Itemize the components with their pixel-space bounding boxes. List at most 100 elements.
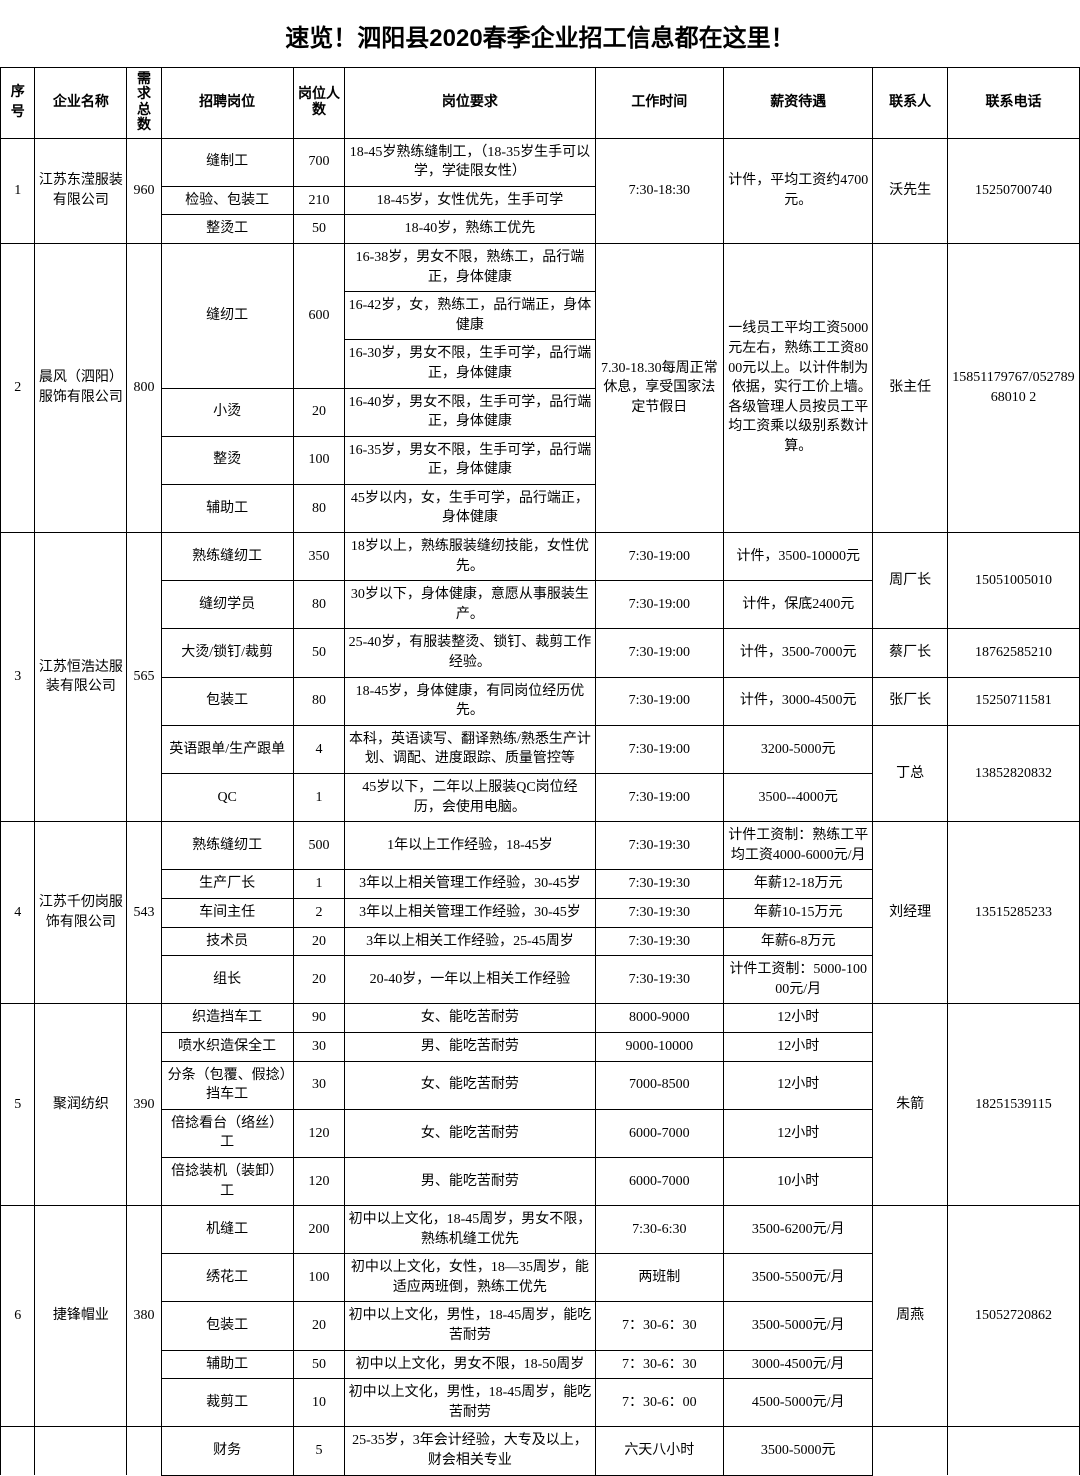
cell-requirement: 3年以上相关管理工作经验，30-45岁 xyxy=(345,898,595,927)
page-title: 速览！泗阳县2020春季企业招工信息都在这里！ xyxy=(0,0,1080,67)
header-position: 招聘岗位 xyxy=(161,68,293,139)
cell-salary: 3000-4500元/月 xyxy=(724,1350,873,1379)
cell-requirement: 女、能吃苦耐劳 xyxy=(345,1109,595,1157)
cell-position: 缝制工 xyxy=(161,138,293,186)
cell-salary: 计件，3000-4500元 xyxy=(724,677,873,725)
cell-requirement: 45岁以下，二年以上服装QC岗位经历，会使用电脑。 xyxy=(345,774,595,822)
cell-requirement: 1年以上工作经验，18-45岁 xyxy=(345,822,595,870)
cell-salary: 3500-5000元 xyxy=(724,1427,873,1475)
cell-total: 543 xyxy=(127,822,161,1004)
cell-company: 江苏恒浩达服装有限公司 xyxy=(35,533,127,822)
cell-salary: 计件，保底2400元 xyxy=(724,581,873,629)
header-company: 企业名称 xyxy=(35,68,127,139)
cell-salary: 计件工资制：5000-10000元/月 xyxy=(724,956,873,1004)
cell-salary: 12小时 xyxy=(724,1004,873,1033)
cell-count: 90 xyxy=(293,1004,345,1033)
cell-position: 辅助工 xyxy=(161,1350,293,1379)
cell-phone: 13515285233 xyxy=(947,822,1079,1004)
cell-worktime: 7:30-6:30 xyxy=(595,1206,724,1254)
cell-position: 车间主任 xyxy=(161,898,293,927)
cell-count: 600 xyxy=(293,243,345,388)
cell-salary: 4500-5000元/月 xyxy=(724,1379,873,1427)
cell-salary: 一线员工平均工资5000元左右，熟练工工资8000元以上。以计件制为依据，实行工… xyxy=(724,243,873,532)
cell-worktime: 7:30-19:00 xyxy=(595,533,724,581)
cell-contact: 朱箭 xyxy=(873,1004,948,1206)
cell-total: 380 xyxy=(127,1206,161,1427)
cell-worktime: 7:30-19:30 xyxy=(595,822,724,870)
table-row: 4江苏千仞岗服饰有限公司543熟练缝纫工5001年以上工作经验，18-45岁7:… xyxy=(1,822,1080,870)
cell-seq: 3 xyxy=(1,533,35,822)
cell-worktime: 7:30-19:00 xyxy=(595,629,724,677)
cell-phone: 18762585210 xyxy=(947,629,1079,677)
cell-phone: 15250711581 xyxy=(947,677,1079,725)
cell-count: 10 xyxy=(293,1379,345,1427)
cell-contact: 张厂长 xyxy=(873,677,948,725)
cell-count: 200 xyxy=(293,1206,345,1254)
cell-worktime: 7:30-19:30 xyxy=(595,870,724,899)
cell-requirement: 男、能吃苦耐劳 xyxy=(345,1032,595,1061)
cell-position: 喷水织造保全工 xyxy=(161,1032,293,1061)
cell-contact: 周厂长 xyxy=(873,533,948,629)
cell-worktime: 7:30-19:30 xyxy=(595,898,724,927)
table-row: 英语跟单/生产跟单4本科，英语读写、翻译熟练/熟悉生产计划、调配、进度跟踪、质量… xyxy=(1,725,1080,773)
cell-count: 80 xyxy=(293,484,345,532)
recruitment-table: 序号 企业名称 需求总数 招聘岗位 岗位人数 岗位要求 工作时间 薪资待遇 联系… xyxy=(0,67,1080,1476)
cell-requirement: 18-45岁，身体健康，有同岗位经历优先。 xyxy=(345,677,595,725)
cell-worktime: 9000-10000 xyxy=(595,1032,724,1061)
cell-position: 小烫 xyxy=(161,388,293,436)
cell-count: 1 xyxy=(293,870,345,899)
cell-seq: 4 xyxy=(1,822,35,1004)
cell-requirement: 16-38岁，男女不限，熟练工，品行端正，身体健康 xyxy=(345,243,595,291)
header-phone: 联系电话 xyxy=(947,68,1079,139)
cell-position: 机缝工 xyxy=(161,1206,293,1254)
cell-seq: 5 xyxy=(1,1004,35,1206)
cell-seq xyxy=(1,1427,35,1475)
cell-count: 1 xyxy=(293,774,345,822)
cell-requirement: 3年以上相关工作经验，25-45周岁 xyxy=(345,927,595,956)
cell-salary: 计件，3500-10000元 xyxy=(724,533,873,581)
table-row: 6捷锋帽业380机缝工200初中以上文化，18-45周岁，男女不限，熟练机缝工优… xyxy=(1,1206,1080,1254)
header-count: 岗位人数 xyxy=(293,68,345,139)
cell-salary: 12小时 xyxy=(724,1032,873,1061)
header-salary: 薪资待遇 xyxy=(724,68,873,139)
header-seq: 序号 xyxy=(1,68,35,139)
cell-salary: 3500-5500元/月 xyxy=(724,1254,873,1302)
cell-salary: 10小时 xyxy=(724,1157,873,1205)
cell-salary: 12小时 xyxy=(724,1061,873,1109)
header-row: 序号 企业名称 需求总数 招聘岗位 岗位人数 岗位要求 工作时间 薪资待遇 联系… xyxy=(1,68,1080,139)
cell-count: 5 xyxy=(293,1427,345,1475)
cell-count: 20 xyxy=(293,388,345,436)
cell-worktime: 7:30-19:00 xyxy=(595,581,724,629)
cell-count: 700 xyxy=(293,138,345,186)
table-row: 1江苏东滢服装有限公司960缝制工70018-45岁熟练缝制工，（18-35岁生… xyxy=(1,138,1080,186)
cell-position: 裁剪工 xyxy=(161,1379,293,1427)
cell-total: 800 xyxy=(127,243,161,532)
cell-requirement: 初中以上文化，男女不限，18-50周岁 xyxy=(345,1350,595,1379)
cell-requirement: 3年以上相关管理工作经验，30-45岁 xyxy=(345,870,595,899)
cell-position: 绣花工 xyxy=(161,1254,293,1302)
cell-requirement: 初中以上文化，男性，18-45周岁，能吃苦耐劳 xyxy=(345,1379,595,1427)
cell-worktime: 7：30-6：30 xyxy=(595,1350,724,1379)
cell-count: 20 xyxy=(293,927,345,956)
cell-phone: 18251539115 xyxy=(947,1004,1079,1206)
table-row: 2晨风（泗阳）服饰有限公司800缝纫工60016-38岁，男女不限，熟练工，品行… xyxy=(1,243,1080,291)
cell-position: 英语跟单/生产跟单 xyxy=(161,725,293,773)
cell-requirement: 初中以上文化，女性，18—35周岁，能适应两班倒，熟练工优先 xyxy=(345,1254,595,1302)
cell-phone: 15051005010 xyxy=(947,533,1079,629)
cell-company: 江苏东滢服装有限公司 xyxy=(35,138,127,243)
cell-position: 织造挡车工 xyxy=(161,1004,293,1033)
cell-contact: 丁总 xyxy=(873,725,948,821)
cell-count: 500 xyxy=(293,822,345,870)
cell-total xyxy=(127,1427,161,1475)
cell-total: 390 xyxy=(127,1004,161,1206)
cell-requirement: 本科，英语读写、翻译熟练/熟悉生产计划、调配、进度跟踪、质量管控等 xyxy=(345,725,595,773)
cell-worktime: 7:30-19:30 xyxy=(595,927,724,956)
table-row: 3江苏恒浩达服装有限公司565熟练缝纫工35018岁以上，熟练服装缝纫技能，女性… xyxy=(1,533,1080,581)
header-contact: 联系人 xyxy=(873,68,948,139)
table-row: 包装工8018-45岁，身体健康，有同岗位经历优先。7:30-19:00计件，3… xyxy=(1,677,1080,725)
cell-phone: 15250700740 xyxy=(947,138,1079,243)
table-row: 大烫/锁钉/裁剪5025-40岁，有服装整烫、锁钉、裁剪工作经验。7:30-19… xyxy=(1,629,1080,677)
cell-requirement: 女、能吃苦耐劳 xyxy=(345,1004,595,1033)
cell-position: 熟练缝纫工 xyxy=(161,822,293,870)
cell-worktime: 7.30-18.30每周正常休息，享受国家法定节假日 xyxy=(595,243,724,532)
